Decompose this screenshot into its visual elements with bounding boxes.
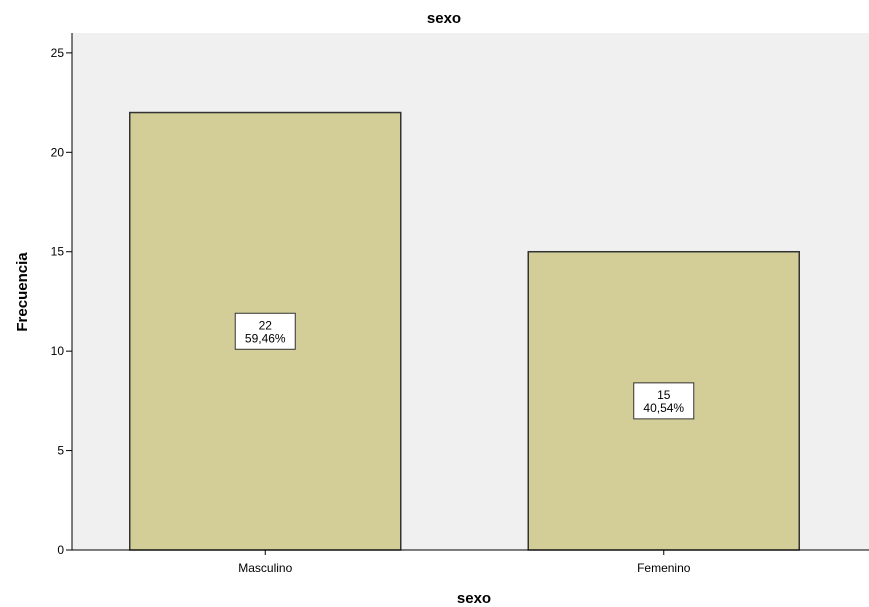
y-tick-label: 15 [51,245,65,259]
chart-title: sexo [427,10,461,27]
y-axis: 0 5 10 15 20 25 [51,33,73,557]
data-label-count: 15 [657,388,671,402]
data-label-count: 22 [259,318,273,332]
x-tick-label: Femenino [637,561,691,575]
y-tick-label: 5 [57,444,64,458]
y-tick-label: 20 [51,145,65,159]
data-label-percent: 40,54% [643,401,684,415]
data-label-percent: 59,46% [245,331,286,345]
y-tick-label: 25 [51,46,65,60]
x-axis-title: sexo [457,590,491,607]
y-tick-label: 10 [51,344,65,358]
x-axis: Masculino Femenino [72,549,869,575]
y-tick-label: 0 [57,543,64,557]
x-tick-label: Masculino [238,561,292,575]
y-axis-title: Frecuencia [14,252,31,332]
data-label-box [234,312,296,350]
data-label-box [633,382,695,420]
